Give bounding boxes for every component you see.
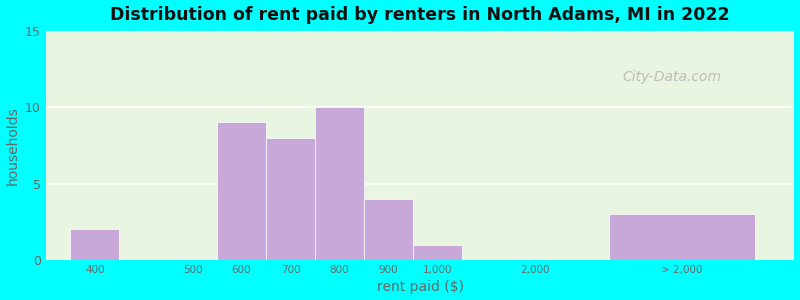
- Bar: [315, 107, 364, 260]
- Bar: [217, 122, 266, 260]
- X-axis label: rent paid ($): rent paid ($): [377, 280, 464, 294]
- Text: City-Data.com: City-Data.com: [622, 70, 722, 83]
- Bar: [609, 214, 755, 260]
- Bar: [413, 245, 462, 260]
- Y-axis label: households: households: [6, 106, 19, 185]
- Bar: [364, 199, 413, 260]
- Bar: [70, 230, 119, 260]
- Title: Distribution of rent paid by renters in North Adams, MI in 2022: Distribution of rent paid by renters in …: [110, 6, 730, 24]
- Bar: [266, 138, 315, 260]
